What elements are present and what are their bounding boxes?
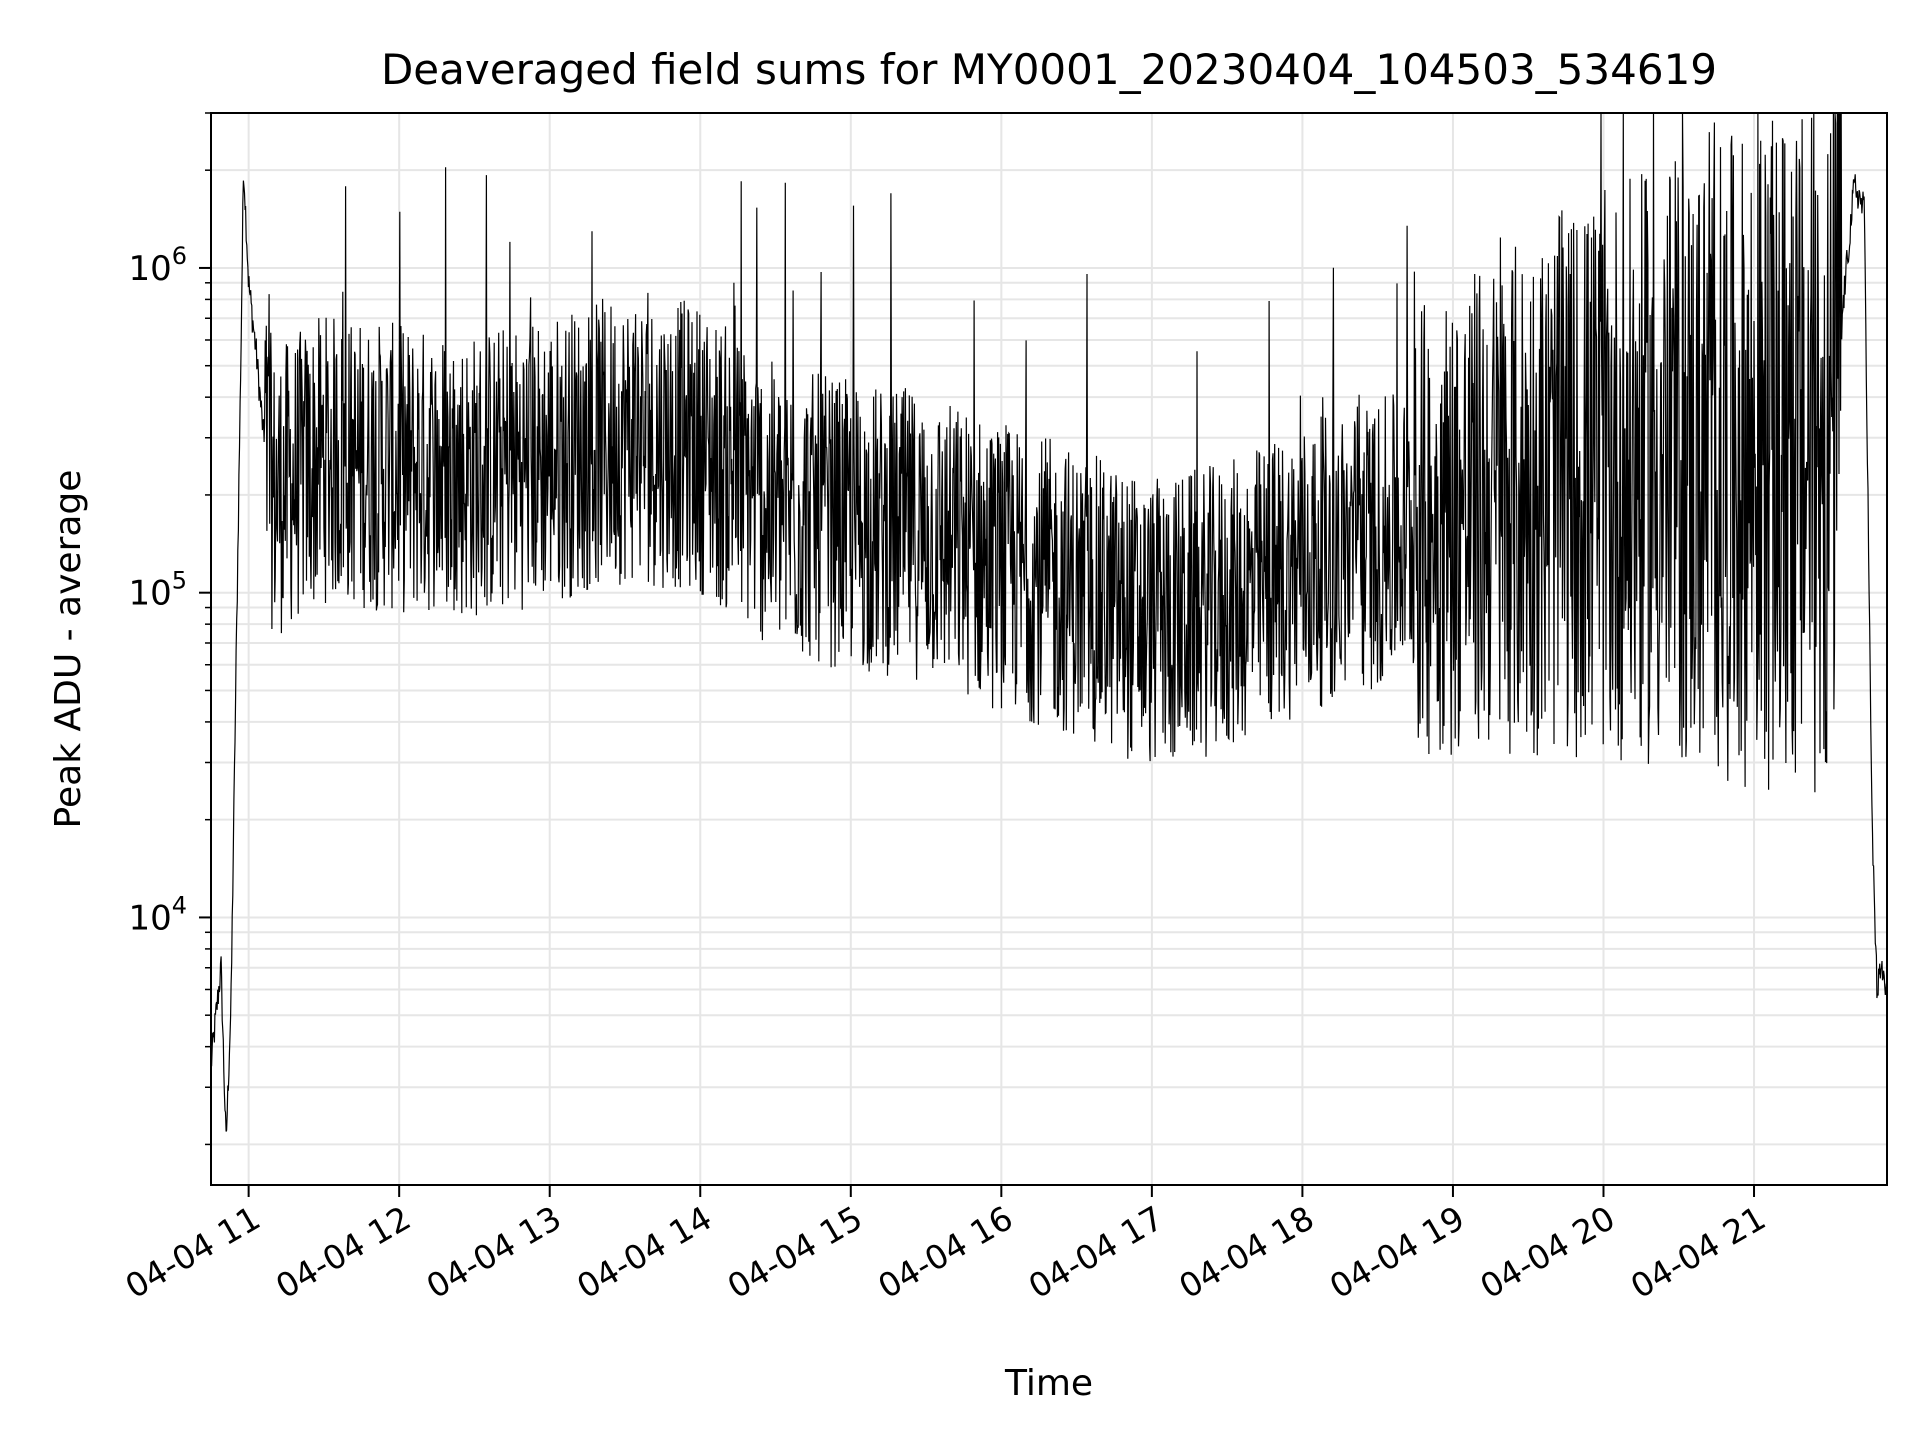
y-tick-exponent: 5 (172, 567, 187, 595)
y-tick-base: 10 (128, 249, 171, 289)
y-tick-base: 10 (128, 898, 171, 938)
y-tick-label: 104 (128, 891, 187, 938)
y-axis-label: Peak ADU - average (48, 470, 89, 829)
y-tick-label: 105 (128, 567, 187, 614)
x-axis-label: Time (1004, 1363, 1093, 1404)
plot-frame (210, 112, 1888, 1186)
series-group (210, 112, 1888, 1132)
y-tick-label: 106 (128, 242, 187, 289)
series-line (210, 112, 1888, 1132)
y-tick-exponent: 6 (172, 242, 187, 270)
y-tick-base: 10 (128, 574, 171, 614)
chart-title: Deaveraged field sums for MY0001_2023040… (381, 45, 1717, 94)
y-tick-exponent: 4 (172, 891, 187, 919)
